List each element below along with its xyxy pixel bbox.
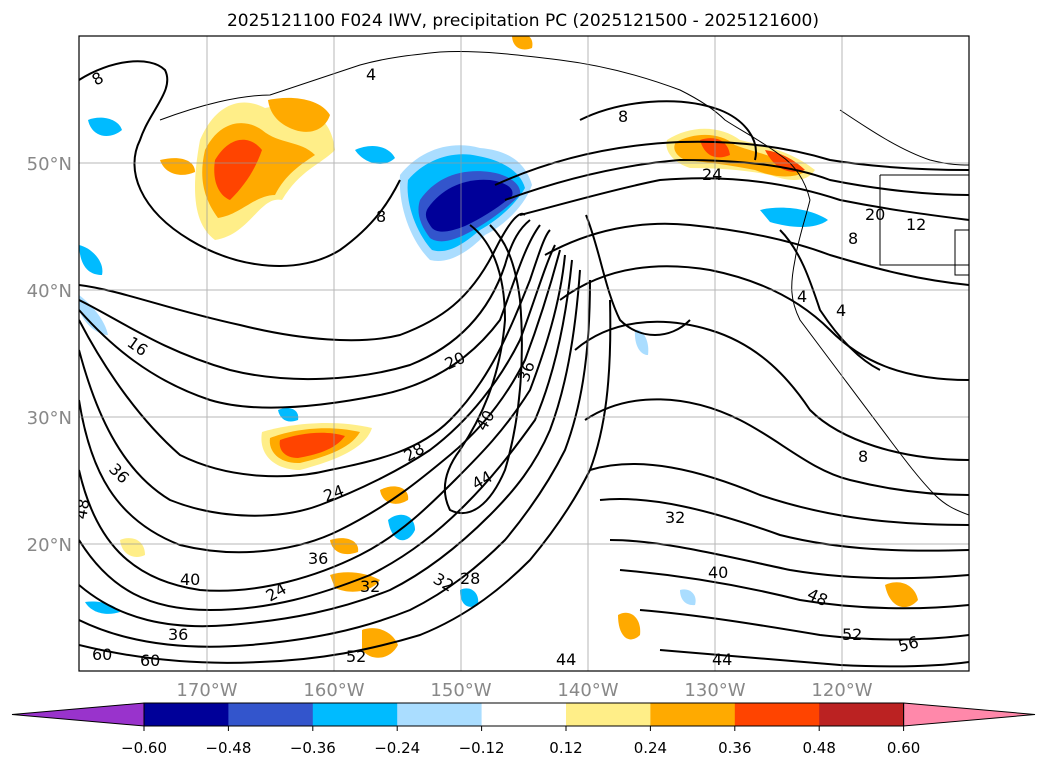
contour-label: 60: [140, 651, 160, 670]
lon-label-170w: 170°W: [176, 680, 237, 701]
colorbar-extend-max: [903, 702, 1036, 727]
colorbar-segment: [734, 703, 820, 726]
contour-label: 4: [366, 65, 376, 84]
contour-label: 4: [836, 301, 846, 320]
contour-label: 40: [708, 563, 728, 582]
colorbar-segment: [144, 703, 229, 726]
colorbar-segment: [481, 703, 567, 726]
graticule: [79, 36, 969, 671]
colorbar-tick-label: −0.60: [121, 739, 167, 757]
contour-label: 12: [906, 215, 926, 234]
lat-label-20n: 20°N: [27, 535, 72, 556]
colorbar: −0.60 −0.48 −0.36 −0.24 −0.12 0.12 0.24 0.36 0.4…: [11, 702, 1036, 757]
latitude-labels: 50°N 40°N 30°N 20°N: [27, 154, 72, 556]
colorbar-extend-min: [11, 702, 145, 727]
contour-label: 56: [896, 632, 921, 656]
lat-label-30n: 30°N: [27, 408, 72, 429]
lon-label-150w: 150°W: [430, 680, 491, 701]
contour-label: 36: [308, 549, 328, 568]
contour-label: 8: [848, 229, 858, 248]
colorbar-tick-label: 0.36: [718, 739, 751, 757]
lat-label-40n: 40°N: [27, 281, 72, 302]
colorbar-tick-label: 0.12: [549, 739, 582, 757]
lat-label-50n: 50°N: [27, 154, 72, 175]
longitude-labels: 170°W 160°W 150°W 140°W 130°W 120°W: [176, 680, 872, 701]
contour-label: 36: [168, 625, 188, 644]
colorbar-segment: [228, 703, 314, 726]
colorbar-frame: [143, 702, 905, 727]
contour-label: 52: [842, 625, 862, 644]
colorbar-tick-label: 0.60: [887, 739, 920, 757]
contour-label: 32: [665, 508, 685, 527]
colorbar-segment: [397, 703, 483, 726]
contour-label: 8: [618, 107, 628, 126]
colorbar-segment: [566, 703, 651, 726]
contour-label: 40: [180, 570, 200, 589]
colorbar-segment: [819, 703, 905, 726]
iwv-contours: [79, 60, 969, 668]
coastline: [159, 51, 969, 516]
colorbar-tick-label: −0.48: [205, 739, 251, 757]
map-title: 2025121100 F024 IWV, precipitation PC (2…: [227, 11, 819, 31]
map-area: 8 8 8 8 8 12 16 20 20 24 24 24 28 28 32 …: [71, 36, 969, 671]
contour-label: 44: [556, 650, 576, 669]
map-frame: [78, 35, 970, 672]
lon-label-120w: 120°W: [811, 680, 872, 701]
colorbar-segment: [650, 703, 736, 726]
colorbar-tick-label: −0.36: [290, 739, 336, 757]
lon-label-130w: 130°W: [684, 680, 745, 701]
contour-label: 4: [797, 287, 807, 306]
contour-label: 32: [360, 577, 380, 596]
colorbar-tick-label: 0.24: [634, 739, 667, 757]
contour-label: 8: [858, 447, 868, 466]
colorbar-tick-label: −0.12: [459, 739, 505, 757]
contour-label: 52: [346, 647, 366, 666]
colorbar-tick-label: 0.48: [802, 739, 835, 757]
precip-negative-shading: [79, 117, 828, 614]
contour-label: 48: [71, 497, 93, 520]
contour-label: 44: [712, 650, 732, 669]
contour-label: 20: [865, 205, 885, 224]
contour-label: 24: [702, 165, 722, 184]
contour-label: 8: [376, 207, 386, 226]
contour-label: 28: [460, 569, 480, 588]
colorbar-tick-label: −0.24: [374, 739, 420, 757]
lon-label-160w: 160°W: [303, 680, 364, 701]
colorbar-segment: [312, 703, 398, 726]
contour-label: 60: [92, 645, 112, 664]
lon-label-140w: 140°W: [557, 680, 618, 701]
